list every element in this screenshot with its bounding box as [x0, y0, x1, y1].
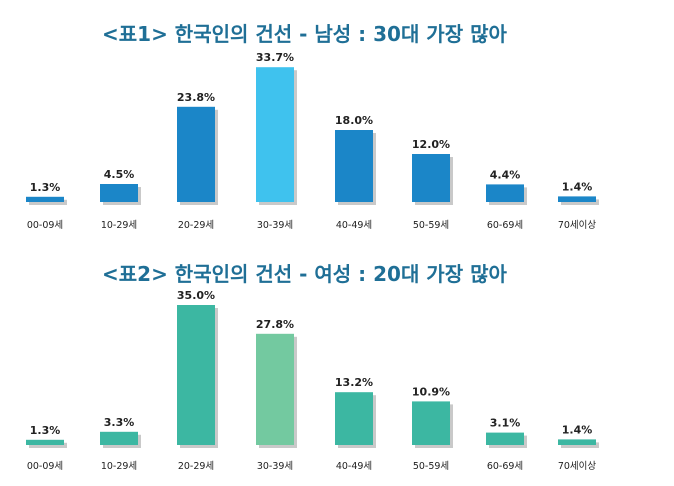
bar-70세이상 [558, 196, 596, 202]
bar-20-29세 [177, 305, 215, 445]
category-label: 40-49세 [336, 220, 372, 231]
category-label: 70세이상 [558, 461, 597, 472]
data-label: 27.8% [256, 318, 294, 331]
category-label: 10-29세 [101, 461, 137, 472]
chart-title-female: <표2> 한국인의 건선 - 여성 : 20대 가장 많아 [102, 262, 507, 286]
bar-30-39세 [256, 333, 294, 445]
bar-shadow [29, 199, 67, 205]
category-label: 70세이상 [558, 220, 597, 231]
data-label: 1.4% [562, 180, 593, 193]
chart-male: <표1> 한국인의 건선 - 남성 : 30대 가장 많아 1.3% 00-09세… [26, 22, 599, 231]
bar-20-29세 [177, 106, 215, 202]
bar-plot-female: 1.3% 00-09세 3.3% 10-29세 35.0% 20-29세 27.8% 30-3… [26, 289, 599, 472]
bar-shadow [29, 442, 67, 448]
data-label: 12.0% [412, 138, 450, 151]
data-label: 4.5% [104, 168, 135, 181]
bar-50-59세 [412, 154, 450, 202]
category-label: 30-39세 [257, 220, 293, 231]
category-label: 60-69세 [487, 461, 523, 472]
bar-60-69세 [486, 432, 524, 445]
data-label: 1.3% [30, 424, 61, 437]
category-label: 40-49세 [336, 461, 372, 472]
data-label: 18.0% [335, 114, 373, 127]
chart-female: <표2> 한국인의 건선 - 여성 : 20대 가장 많아 1.3% 00-09세… [0, 243, 674, 486]
bar-00-09세 [26, 439, 64, 445]
bar-30-39세 [256, 67, 294, 202]
data-label: 23.8% [177, 91, 215, 104]
data-label: 3.1% [490, 417, 521, 430]
bar-10-29세 [100, 184, 138, 202]
bar-00-09세 [26, 196, 64, 202]
data-label: 3.3% [104, 416, 135, 429]
data-label: 33.7% [256, 51, 294, 64]
bar-40-49세 [335, 392, 373, 445]
bar-10-29세 [100, 431, 138, 445]
data-label: 10.9% [412, 385, 450, 398]
bar-70세이상 [558, 439, 596, 445]
bar-50-59세 [412, 401, 450, 445]
bar-plot-male: 1.3% 00-09세 4.5% 10-29세 23.8% 20-29세 33.7% 30-3… [26, 51, 599, 231]
category-label: 00-09세 [27, 461, 63, 472]
data-label: 1.3% [30, 181, 61, 194]
category-label: 30-39세 [257, 461, 293, 472]
data-label: 35.0% [177, 289, 215, 302]
category-label: 50-59세 [413, 461, 449, 472]
category-label: 20-29세 [178, 220, 214, 231]
category-label: 10-29세 [101, 220, 137, 231]
bar-shadow [561, 199, 599, 205]
bar-40-49세 [335, 130, 373, 202]
category-label: 00-09세 [27, 220, 63, 231]
data-label: 4.4% [490, 168, 521, 181]
chart-title-male: <표1> 한국인의 건선 - 남성 : 30대 가장 많아 [102, 22, 507, 46]
bar-shadow [561, 442, 599, 448]
data-label: 13.2% [335, 376, 373, 389]
category-label: 50-59세 [413, 220, 449, 231]
category-label: 20-29세 [178, 461, 214, 472]
bar-60-69세 [486, 184, 524, 202]
data-label: 1.4% [562, 423, 593, 436]
category-label: 60-69세 [487, 220, 523, 231]
